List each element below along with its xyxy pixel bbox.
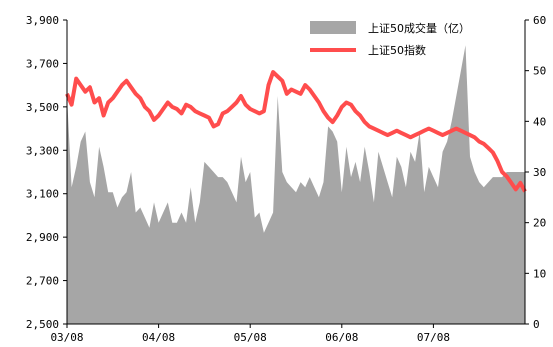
index-line-layer — [65, 70, 527, 193]
bottom-tick-label: 05/08 — [234, 331, 267, 344]
right-tick-label: 10 — [533, 267, 546, 280]
left-tick-label: 3,900 — [26, 14, 59, 27]
volume-area — [67, 45, 525, 325]
left-tick-label: 3,300 — [26, 144, 59, 157]
right-tick-label: 40 — [533, 115, 546, 128]
right-tick-label: 60 — [533, 14, 546, 27]
left-tick-label: 2,500 — [26, 318, 59, 331]
bottom-tick-label: 03/08 — [50, 331, 83, 344]
left-tick-label: 3,100 — [26, 188, 59, 201]
right-tick-label: 20 — [533, 217, 546, 230]
legend-swatch-volume — [310, 21, 356, 34]
legend-label-volume: 上证50成交量（亿） — [368, 21, 470, 35]
bottom-tick-label: 06/08 — [325, 331, 358, 344]
left-tick-label: 3,500 — [26, 101, 59, 114]
left-tick-label: 3,700 — [26, 57, 59, 70]
left-tick-label: 2,700 — [26, 275, 59, 288]
volume-area-layer — [67, 45, 525, 325]
bottom-tick-label: 04/08 — [142, 331, 175, 344]
legend-label-index: 上证50指数 — [368, 43, 426, 57]
right-tick-label: 30 — [533, 166, 546, 179]
ticks: 3,900 3,700 3,500 3,300 3,100 2,900 2,700 2,500… — [26, 14, 546, 344]
legend: 上证50成交量（亿） 上证50指数 — [310, 21, 470, 57]
right-tick-label: 50 — [533, 65, 546, 78]
left-tick-label: 2,900 — [26, 231, 59, 244]
right-tick-label: 0 — [533, 318, 540, 331]
bottom-tick-label: 07/08 — [417, 331, 450, 344]
index-line — [65, 70, 527, 193]
